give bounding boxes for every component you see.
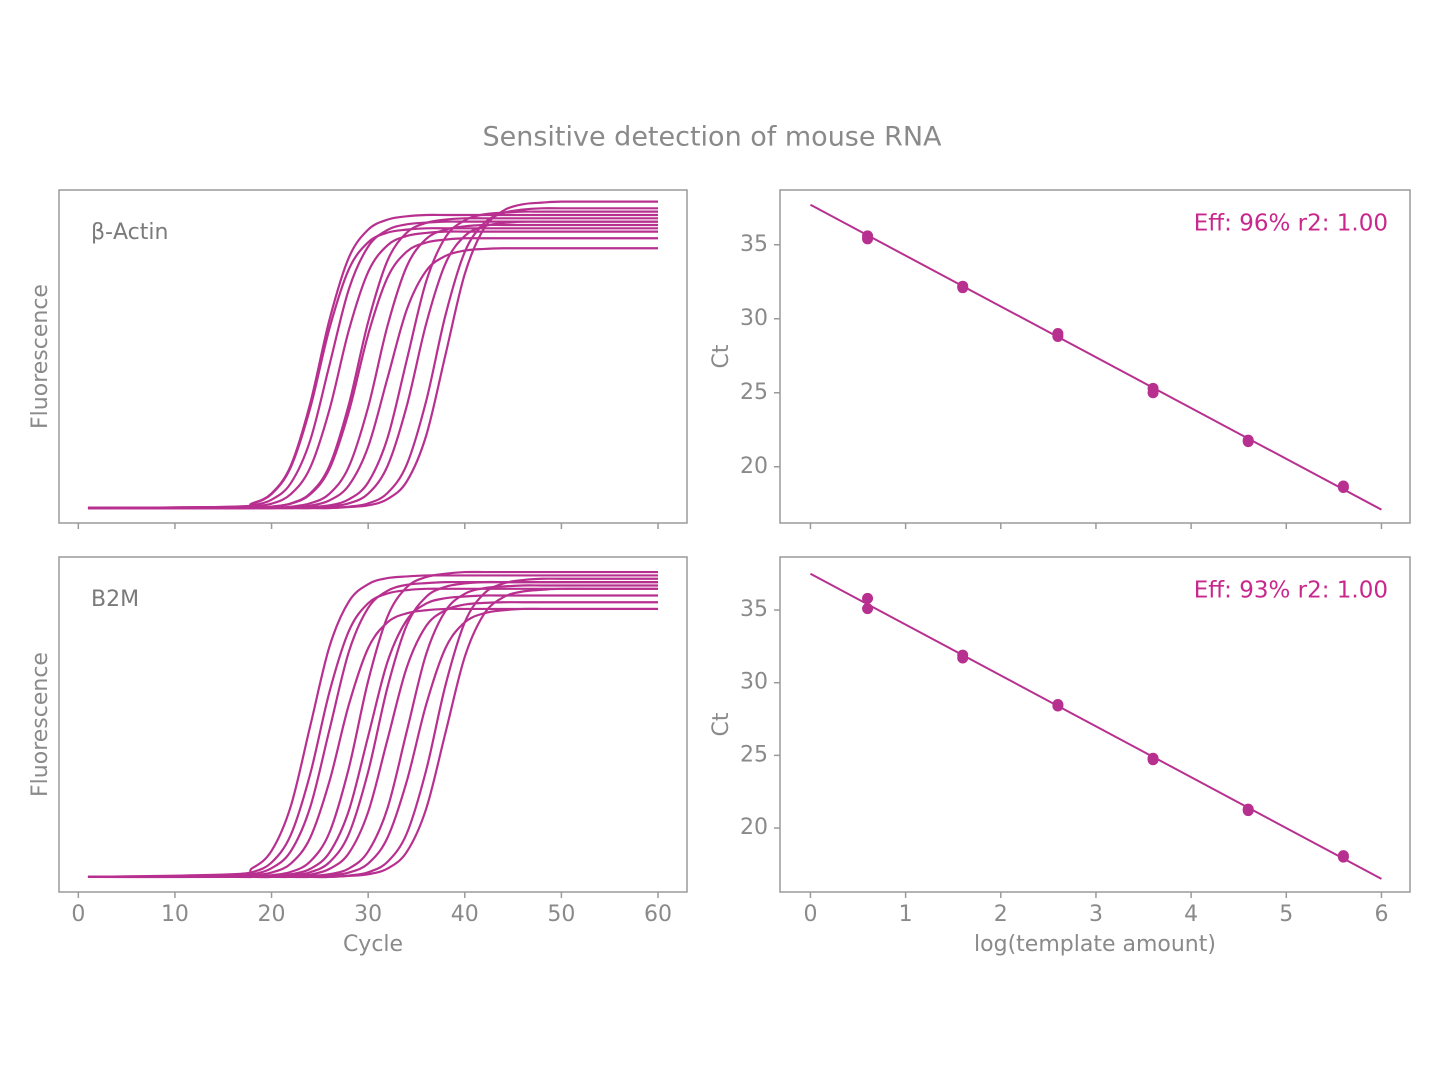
- y-axis-label: Fluorescence: [28, 652, 53, 797]
- data-point: [862, 233, 874, 245]
- amplification-curve: [87, 607, 659, 879]
- amplification-curve: [87, 227, 659, 510]
- y-tick-label: 35: [740, 232, 768, 257]
- data-point: [1242, 805, 1254, 817]
- plot-frame: [779, 556, 1411, 893]
- amplification-curve: [87, 580, 659, 879]
- x-tick-label: 10: [161, 902, 189, 927]
- y-axis-label: Fluorescence: [28, 284, 53, 429]
- data-point: [1052, 700, 1064, 712]
- panel-label: β-Actin: [91, 220, 168, 245]
- x-tick-label: 20: [258, 902, 286, 927]
- x-tick-label: 60: [644, 902, 672, 927]
- data-point: [957, 282, 969, 294]
- x-tick-label: 50: [547, 902, 575, 927]
- annotation: Eff: 96% r2: 1.00: [1194, 211, 1388, 237]
- data-point: [1147, 387, 1159, 399]
- amplification-curve: [87, 237, 659, 510]
- amplification-curve: [87, 247, 659, 510]
- amplification-curve: [87, 574, 659, 879]
- data-point: [1052, 331, 1064, 343]
- y-tick-label: 20: [740, 815, 768, 840]
- data-point: [1242, 436, 1254, 448]
- fit-line: [809, 572, 1382, 880]
- amplification-curve: [87, 230, 659, 510]
- amplification-curve: [87, 601, 659, 879]
- y-axis-label: Ct: [709, 344, 734, 368]
- fit-line: [809, 203, 1382, 511]
- amplification-curve: [87, 577, 659, 879]
- x-tick-label: 30: [354, 902, 382, 927]
- x-tick-label: 0: [71, 902, 85, 927]
- x-tick-label: 2: [994, 902, 1008, 927]
- plot-frame: [58, 189, 688, 524]
- data-point: [1337, 851, 1349, 863]
- figure-title: Sensitive detection of mouse RNA: [482, 122, 942, 153]
- data-point: [957, 652, 969, 664]
- y-tick-label: 30: [740, 306, 768, 331]
- x-tick-label: 1: [899, 902, 913, 927]
- x-tick-label: 5: [1279, 902, 1293, 927]
- plot-frame: [779, 189, 1411, 524]
- amplification-curve: [87, 584, 659, 879]
- amplification-curve: [87, 580, 659, 879]
- y-tick-label: 25: [740, 380, 768, 405]
- amplification-curve: [87, 570, 659, 879]
- data-point: [862, 603, 874, 615]
- panel-label: B2M: [91, 587, 139, 612]
- x-tick-label: 0: [803, 902, 817, 927]
- amplification-curve: [87, 200, 659, 510]
- y-axis-label: Ct: [709, 712, 734, 736]
- x-tick-label: 40: [451, 902, 479, 927]
- amplification-curve: [87, 587, 659, 879]
- y-tick-label: 25: [740, 742, 768, 767]
- x-tick-label: 6: [1374, 902, 1388, 927]
- amplification-curve: [87, 210, 659, 510]
- amplification-curve: [87, 607, 659, 879]
- x-tick-label: 3: [1089, 902, 1103, 927]
- amplification-curve: [87, 223, 659, 510]
- amplification-curve: [87, 213, 659, 510]
- amplification-curve: [87, 207, 659, 510]
- amplification-curve: [87, 587, 659, 879]
- y-tick-label: 35: [740, 597, 768, 622]
- data-point: [1147, 754, 1159, 766]
- plot-frame: [58, 556, 688, 893]
- x-axis-label: Cycle: [343, 932, 403, 957]
- y-tick-label: 30: [740, 670, 768, 695]
- annotation: Eff: 93% r2: 1.00: [1194, 578, 1388, 604]
- x-axis-label: log(template amount): [974, 932, 1216, 957]
- data-point: [862, 592, 874, 604]
- data-point: [1337, 481, 1349, 493]
- x-tick-label: 4: [1184, 902, 1198, 927]
- y-tick-label: 20: [740, 454, 768, 479]
